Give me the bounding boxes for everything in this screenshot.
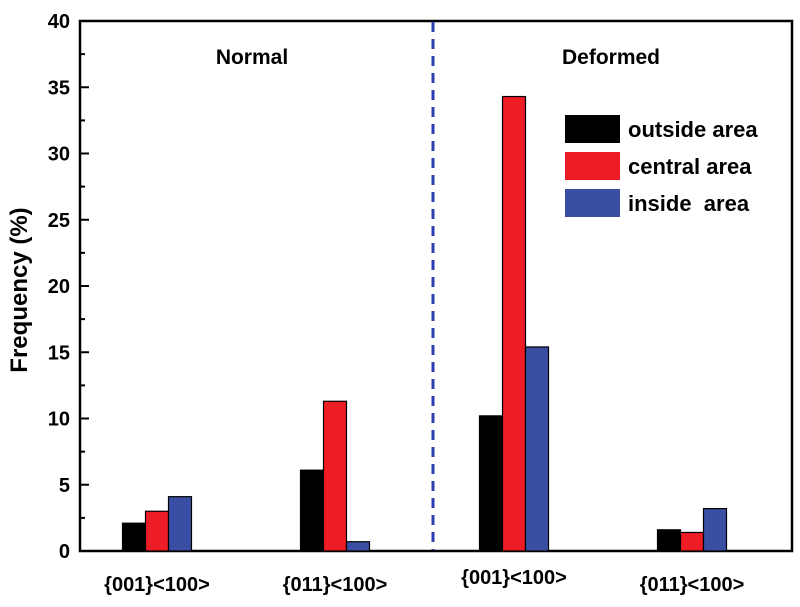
bar-outside-area-1 xyxy=(121,522,147,552)
bars xyxy=(121,95,728,552)
category-label: {011}<100> xyxy=(640,574,745,596)
bar-inside-area-4 xyxy=(702,508,728,552)
bar-outside-area-3 xyxy=(478,415,504,552)
legend-swatch xyxy=(565,152,620,180)
y-tick-label: 40 xyxy=(48,11,70,33)
legend: outside area central area inside area xyxy=(565,115,758,217)
category-label: {001}<100> xyxy=(461,567,567,589)
legend-label: central area xyxy=(628,154,752,179)
category-label: {011}<100> xyxy=(283,574,388,596)
legend-label: inside area xyxy=(628,191,750,216)
category-labels: {001}<100> {011}<100> {001}<100> {011}<100> xyxy=(104,567,744,596)
y-tick-label: 15 xyxy=(48,342,70,364)
bar-central-area-2 xyxy=(322,400,348,552)
bar-central-area-1 xyxy=(144,510,170,552)
plot-frame xyxy=(78,19,794,553)
bar-outside-area-2 xyxy=(299,469,325,552)
y-axis-ticks: 0 5 10 15 20 25 30 35 40 xyxy=(48,11,89,563)
y-tick-label: 0 xyxy=(59,541,70,563)
bar-central-area-3 xyxy=(501,95,527,552)
group-label-normal: Normal xyxy=(216,46,288,69)
y-axis-label: Frequency (%) xyxy=(6,207,33,372)
bar-inside-area-3 xyxy=(524,346,550,552)
bar-central-area-4 xyxy=(679,531,705,552)
legend-swatch xyxy=(565,115,620,143)
bar-outside-area-4 xyxy=(656,529,682,552)
bar-inside-area-1 xyxy=(167,496,193,552)
y-tick-label: 30 xyxy=(48,144,70,166)
y-tick-label: 10 xyxy=(48,409,70,431)
y-tick-label: 20 xyxy=(48,276,70,298)
category-label: {001}<100> xyxy=(104,574,210,596)
y-tick-label: 35 xyxy=(48,77,70,99)
legend-label: outside area xyxy=(628,117,758,142)
bar-inside-area-2 xyxy=(345,541,371,552)
group-label-deformed: Deformed xyxy=(562,46,660,69)
legend-swatch xyxy=(565,189,620,217)
y-tick-label: 5 xyxy=(59,475,70,497)
y-tick-label: 25 xyxy=(48,210,70,232)
